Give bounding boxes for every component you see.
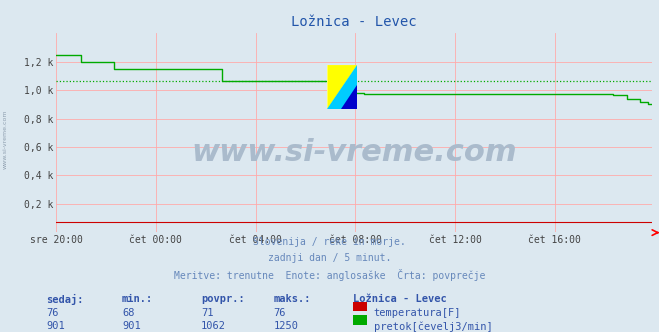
Text: 901: 901 xyxy=(46,321,65,331)
Text: maks.:: maks.: xyxy=(273,294,311,304)
Text: sedaj:: sedaj: xyxy=(46,294,84,305)
Text: pretok[čevelj3/min]: pretok[čevelj3/min] xyxy=(374,321,492,332)
Text: povpr.:: povpr.: xyxy=(201,294,244,304)
Text: 71: 71 xyxy=(201,308,214,318)
Polygon shape xyxy=(341,85,357,109)
Polygon shape xyxy=(328,65,357,109)
FancyBboxPatch shape xyxy=(328,65,357,109)
Text: 1250: 1250 xyxy=(273,321,299,331)
Text: 76: 76 xyxy=(46,308,59,318)
Text: 68: 68 xyxy=(122,308,134,318)
Text: 901: 901 xyxy=(122,321,140,331)
Text: Slovenija / reke in morje.: Slovenija / reke in morje. xyxy=(253,237,406,247)
Polygon shape xyxy=(328,65,357,109)
Title: Ložnica - Levec: Ložnica - Levec xyxy=(291,15,417,29)
Text: www.si-vreme.com: www.si-vreme.com xyxy=(191,138,517,167)
Text: temperatura[F]: temperatura[F] xyxy=(374,308,461,318)
Text: 76: 76 xyxy=(273,308,286,318)
Text: Ložnica - Levec: Ložnica - Levec xyxy=(353,294,446,304)
Text: zadnji dan / 5 minut.: zadnji dan / 5 minut. xyxy=(268,253,391,263)
Text: www.si-vreme.com: www.si-vreme.com xyxy=(3,110,8,169)
Text: min.:: min.: xyxy=(122,294,153,304)
Text: 1062: 1062 xyxy=(201,321,226,331)
Text: Meritve: trenutne  Enote: anglosaške  Črta: povprečje: Meritve: trenutne Enote: anglosaške Črta… xyxy=(174,269,485,281)
